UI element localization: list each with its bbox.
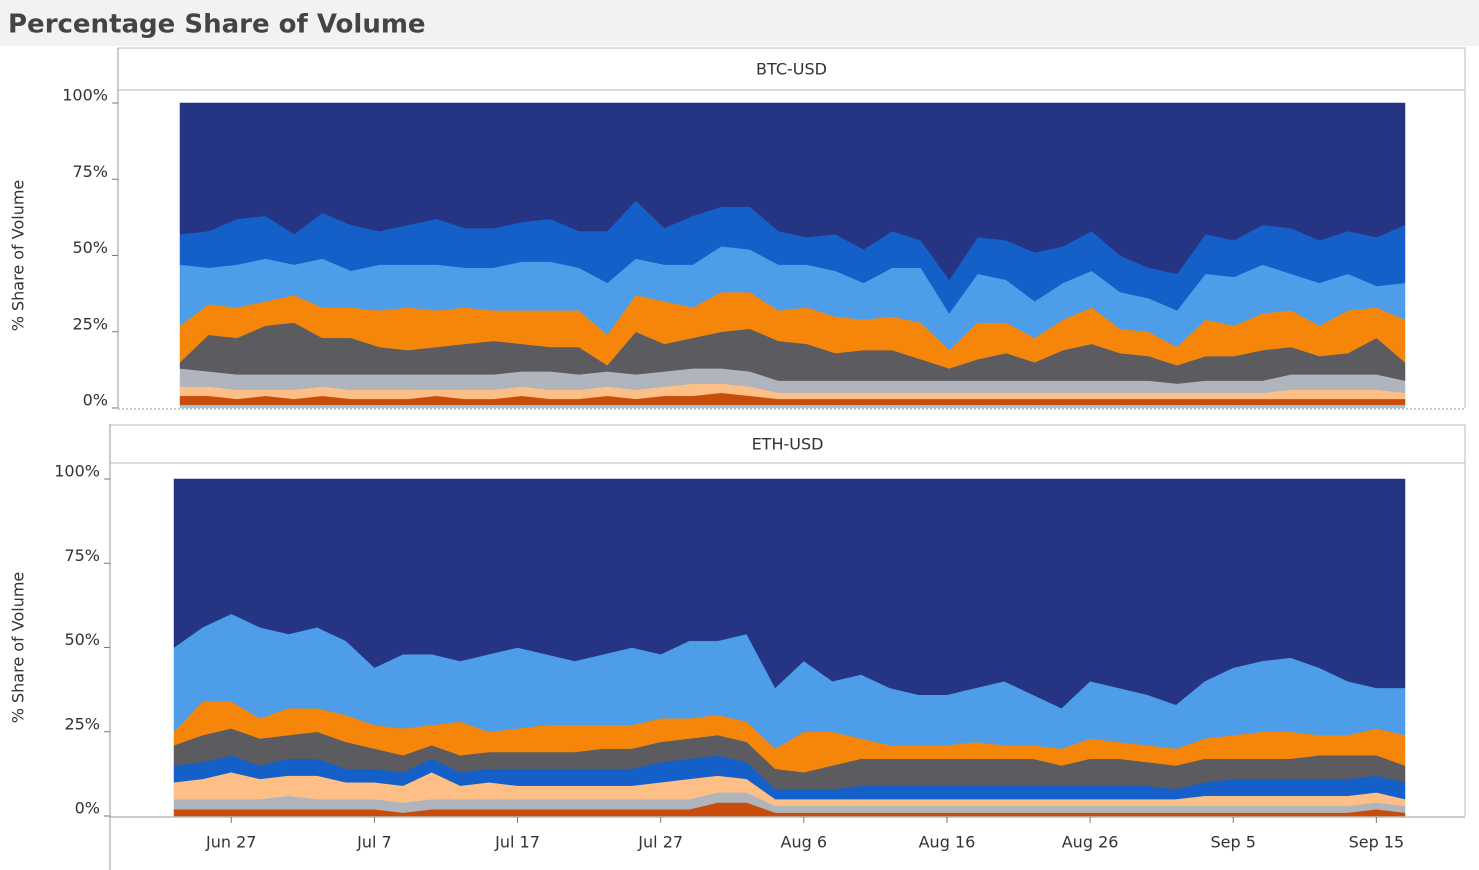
x-tick-label: Aug 6 <box>781 833 828 852</box>
x-tick-label: Aug 16 <box>919 833 976 852</box>
x-tick-label: Jul 17 <box>494 833 540 852</box>
y-axis-label: % Share of Volume <box>9 572 28 724</box>
y-tick-label: 75% <box>72 162 108 181</box>
x-tick-label: Aug 26 <box>1062 833 1119 852</box>
area-series <box>173 478 1406 709</box>
facet-strip <box>117 47 1466 91</box>
y-tick-label: 100% <box>54 462 100 481</box>
facet-title: ETH-USD <box>752 435 824 454</box>
x-tick-label: Jun 27 <box>205 833 256 852</box>
y-axis-label: % Share of Volume <box>9 180 28 332</box>
area-series <box>179 102 1406 281</box>
y-tick-label: 100% <box>62 86 108 105</box>
y-tick-label: 0% <box>75 799 100 818</box>
page-title: Percentage Share of Volume <box>8 10 426 40</box>
facet-strip <box>109 424 1466 464</box>
y-tick-label: 25% <box>64 714 100 733</box>
y-tick-label: 25% <box>72 314 108 333</box>
x-tick-label: Jul 27 <box>637 833 683 852</box>
header-bar <box>0 0 1479 46</box>
y-tick-label: 75% <box>64 546 100 565</box>
x-tick-label: Sep 5 <box>1211 833 1256 852</box>
x-tick-label: Sep 15 <box>1349 833 1405 852</box>
facet-title: BTC-USD <box>756 60 827 79</box>
y-tick-label: 0% <box>83 391 108 410</box>
area-series <box>179 404 1406 409</box>
x-tick-label: Jul 7 <box>356 833 392 852</box>
y-tick-label: 50% <box>64 630 100 649</box>
y-tick-label: 50% <box>72 238 108 257</box>
